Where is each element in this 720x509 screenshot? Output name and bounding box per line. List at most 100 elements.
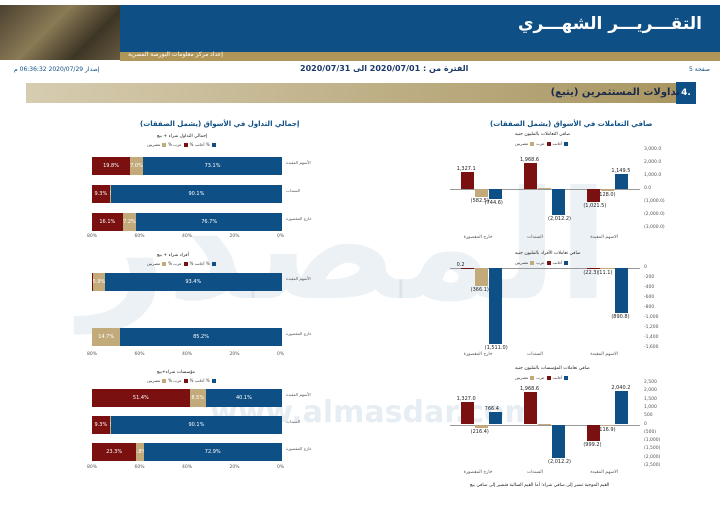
value-bar [552, 424, 565, 458]
legend-swatch [564, 261, 569, 265]
axis-tick-label: 3,000.0 [644, 147, 662, 152]
chart-legend: أجانب عرب مصريين [515, 141, 570, 146]
axis-tick-label: 2,000.0 [644, 160, 662, 165]
row-label: خارج المقصورة [286, 331, 312, 336]
legend-entry: أجانب [552, 260, 563, 265]
axis-tick-label: 1,000 [644, 404, 657, 410]
legend-entry: عرب % [168, 261, 182, 266]
bar-segment: 16.1% [92, 213, 123, 231]
category-label: خارج المقصورة [463, 352, 493, 357]
bar-segment: 0.6% [109, 416, 111, 434]
axis-tick-label: 0 [644, 265, 647, 270]
axis-tick-label: -200 [644, 275, 655, 280]
data-label: (1,021.5) [583, 203, 607, 210]
data-label: (890.8) [611, 313, 630, 320]
header-stripe [120, 52, 720, 61]
axis-tick-label: 2,500 [644, 380, 657, 385]
left-chart-title: إجمالي التداول شراء + بيع [157, 134, 208, 139]
axis-tick-label: (1,500) [644, 446, 661, 452]
axis-tick-label: 0.0 [644, 186, 652, 191]
legend-swatch [183, 262, 188, 266]
legend-entry: مصريين [515, 375, 529, 380]
bar-segment: 14.7% [92, 328, 121, 346]
data-label: (22.3) [583, 270, 599, 277]
bar-segment: 7.2% [122, 213, 137, 231]
bar-segment: 72.9% [143, 443, 282, 461]
axis-tick-label: 20% [229, 352, 240, 357]
data-label: 1,327.1 [456, 165, 476, 172]
axis-tick-label: 0% [277, 465, 285, 470]
axis-tick-label: -800 [644, 305, 655, 310]
bar-segment: 5.9% [93, 273, 105, 291]
bar-segment: 73.1% [143, 157, 282, 175]
data-label: (11.1) [597, 269, 613, 276]
value-bar [587, 424, 601, 442]
sign-note: القيم الموجبة تشير إلى صافي شراء؛ أما ال… [470, 483, 610, 488]
category-label: خارج المقصورة [463, 470, 493, 475]
value-bar [460, 402, 474, 425]
legend-entry: مصريين [515, 141, 529, 146]
page-number: صفحة 5 [689, 66, 710, 73]
category-label: الاسهم المقيدة [590, 470, 618, 475]
legend-swatch [211, 379, 216, 383]
value-bar [615, 390, 629, 425]
legend-entry: مصريين % [147, 142, 210, 147]
data-label: (582.5) [470, 197, 489, 204]
bar-segment: 76.7% [136, 213, 282, 231]
stacked-bar-row: 93.4% 5.9% [92, 273, 282, 291]
stacked-bar-row: 90.1%0.6%9.3% [92, 416, 282, 434]
legend-entry: عرب % [168, 142, 182, 147]
stacked-bar-row: 73.1% 7.0% 19.8% [92, 157, 282, 175]
legend-entry: أجانب % [189, 261, 205, 266]
data-label: (366.1) [470, 287, 489, 294]
legend-swatch [530, 261, 535, 265]
legend-swatch [530, 142, 535, 146]
row-label: السندات [286, 419, 301, 424]
stacked-bar-row: 76.7% 7.2% 16.1% [92, 213, 282, 231]
axis-tick-label: (2,500) [644, 463, 661, 468]
data-label: 1,968.6 [520, 385, 540, 392]
data-label: 1,149.5 [611, 168, 631, 175]
legend-entry: عرب [536, 141, 545, 146]
right-panel-title: صافي التعاملات في الأسواق (يشمل الصفقات) [490, 120, 653, 128]
category-label: الاسهم المقيدة [590, 235, 618, 240]
zero-axis [450, 189, 640, 190]
data-label: 766.4 [484, 405, 499, 412]
axis-tick-label: 1,000.0 [644, 173, 662, 178]
legend-entry: مصريين [515, 260, 529, 265]
data-label: (999.2) [583, 442, 602, 449]
axis-tick-label: (1,000) [644, 438, 661, 444]
stacked-bar-row: 40.1% 8.5% 51.4% [92, 389, 282, 407]
value-bar [474, 189, 488, 197]
bar-segment: 9.3% [92, 185, 110, 203]
value-bar [587, 268, 601, 270]
value-bar [474, 424, 488, 429]
report-subtitle: إعداد مركز معلومات البورصة المصرية [128, 51, 223, 58]
value-bar [538, 188, 551, 189]
right-chart-title: صافي تعاملات الأفراد بالمليون جنيه [515, 251, 581, 256]
category-label: الاسهم المقيدة [590, 352, 618, 357]
bar-segment: 93.4% [104, 273, 282, 291]
trading-floor-photo [0, 5, 125, 60]
legend-entry: أجانب [552, 141, 563, 146]
value-bar [615, 268, 629, 313]
value-bar [488, 411, 502, 425]
bar-segment: 7.0% [129, 157, 144, 175]
axis-tick-label: 0% [277, 352, 285, 357]
value-bar [587, 189, 601, 203]
axis-tick-label: (2,000) [644, 454, 661, 460]
chart-legend: أجانب % عرب %مصريين % [147, 378, 218, 383]
stacked-bar-row: 85.2% 14.7% [92, 328, 282, 346]
value-bar [460, 267, 474, 269]
axis-tick-label: 40% [182, 234, 193, 239]
zero-axis [450, 424, 640, 426]
axis-tick-label: 500 [644, 413, 653, 419]
meta-row: صفحة 5 الفترة من : 2020/07/01 الى 2020/0… [0, 64, 720, 76]
row-label: الأسهم المقيدة [286, 276, 311, 281]
header-banner [120, 5, 720, 52]
axis-tick-label: 0% [277, 234, 285, 239]
report-title: التقـــريـــر الشهـــري [517, 14, 702, 34]
axis-tick-label: 40% [182, 465, 193, 470]
stacked-bar-row: 90.1%0.6%9.3% [92, 185, 282, 203]
bar-segment: 90.1% [110, 416, 282, 434]
